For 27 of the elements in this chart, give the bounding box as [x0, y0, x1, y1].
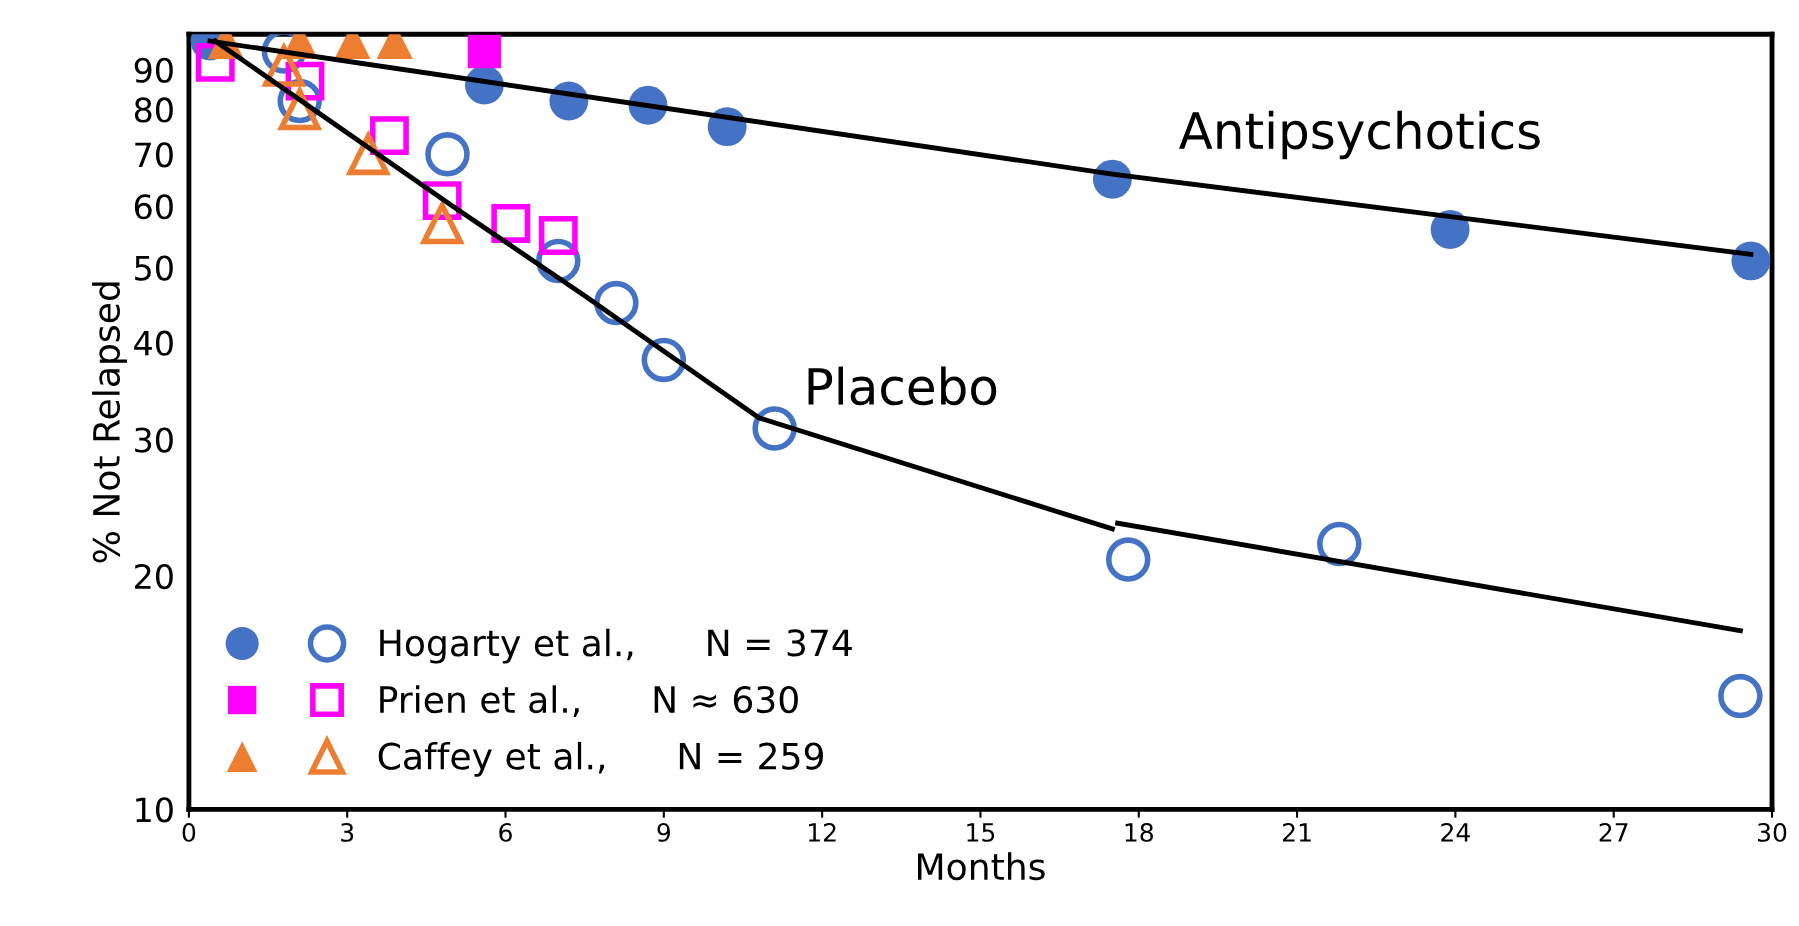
x-tick-label: 3	[341, 822, 354, 842]
x-tick-label: 0	[182, 822, 196, 842]
x-tick-label: 15	[967, 823, 995, 842]
x-axis-title: Months	[918, 852, 1045, 881]
annotation: Antipsychotics	[1179, 110, 1540, 160]
x-tick-label: 30	[1758, 822, 1787, 842]
legend-label: Prien et al., N ≈ 630	[380, 685, 798, 717]
y-tick-label: 50	[135, 255, 173, 281]
y-tick-label: 70	[135, 142, 173, 168]
annotation: Placebo	[808, 366, 997, 406]
legend-label: Hogarty et al., N = 374	[380, 628, 852, 664]
x-tick-label: 24	[1441, 822, 1470, 842]
y-tick-label: 40	[134, 330, 173, 356]
x-tick-label: 12	[808, 822, 836, 842]
x-tick-label: 6	[499, 822, 512, 842]
y-tick-label: 80	[134, 97, 173, 123]
y-tick-label: 60	[134, 194, 173, 220]
y-tick-label: 20	[135, 563, 173, 590]
y-axis-title: % Not Relapsed	[92, 282, 128, 563]
y-tick-label: 90	[134, 57, 173, 83]
x-tick-label: 21	[1283, 822, 1311, 842]
x-tick-label: 9	[657, 822, 671, 842]
x-tick-label: 18	[1125, 822, 1153, 842]
x-tick-label: 27	[1599, 822, 1628, 842]
y-tick-label: 30	[135, 427, 173, 453]
y-tick-label: 10	[136, 797, 173, 823]
legend-label: Caffey et al., N = 259	[378, 741, 823, 777]
